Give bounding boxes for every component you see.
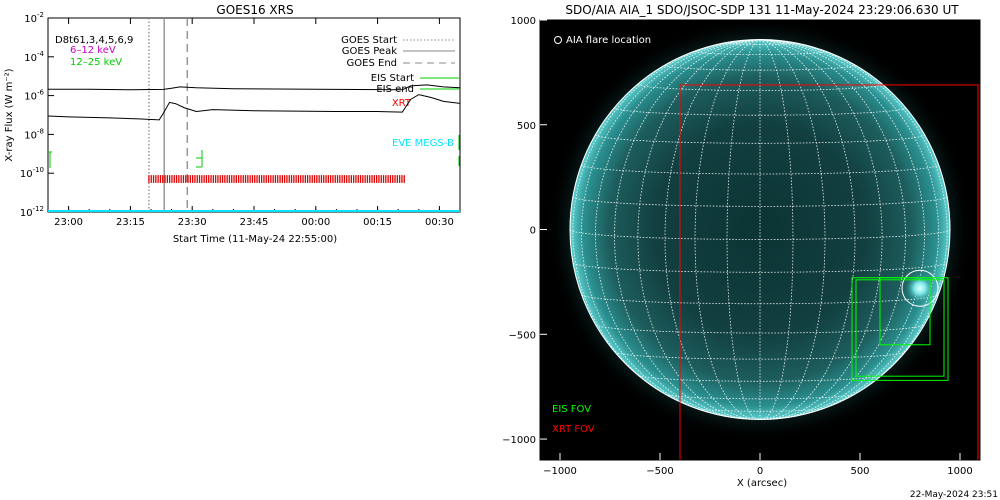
grid-line bbox=[759, 39, 826, 420]
goes-x-tick-label: 23:45 bbox=[240, 217, 269, 228]
aia-image-chart: SDO/AIA AIA_1 SDO/JSOC-SDP 131 11-May-20… bbox=[502, 3, 998, 500]
goes-y-tick-label: 10-6 bbox=[24, 89, 44, 103]
grid-line bbox=[726, 39, 761, 420]
grid-line bbox=[759, 39, 856, 420]
goes-legend: GOES Start GOES Peak GOES End EIS Start … bbox=[341, 35, 459, 149]
grid-line bbox=[637, 84, 883, 91]
grid-line bbox=[664, 39, 761, 420]
sun-limb bbox=[569, 39, 951, 421]
aia-date-stamp: 22-May-2024 23:51 bbox=[910, 490, 998, 500]
goes-x-tick-label: 00:00 bbox=[301, 217, 330, 228]
eis-fov-box bbox=[855, 279, 945, 377]
grid-line bbox=[614, 107, 906, 116]
aia-y-tick-label: 0 bbox=[530, 226, 536, 237]
flare-location-label: AIA flare location bbox=[566, 35, 651, 46]
flare-brightening bbox=[905, 273, 935, 303]
flare-location-circle bbox=[901, 269, 939, 307]
grid-line bbox=[694, 39, 761, 420]
legend-goes-peak-label: GOES Peak bbox=[342, 46, 397, 57]
goes-y-tick-label: 10-10 bbox=[20, 166, 44, 180]
goes-x-tick-label: 23:15 bbox=[116, 217, 145, 228]
grid-line bbox=[595, 134, 925, 144]
grid-line bbox=[569, 229, 951, 240]
aia-y-tick-label: −1000 bbox=[502, 435, 536, 446]
eis-fov-boxes bbox=[851, 277, 949, 381]
aia-xlabel: X (arcsec) bbox=[737, 478, 787, 489]
goes-x-tick-label: 23:00 bbox=[54, 217, 83, 228]
eis-left-tick bbox=[48, 151, 52, 168]
grid-line bbox=[695, 408, 825, 412]
grid-line bbox=[637, 39, 761, 420]
goes-series-group bbox=[47, 84, 461, 121]
grid-line bbox=[665, 394, 855, 400]
grid-line bbox=[759, 39, 939, 418]
goes-y-tick-label: 10-12 bbox=[20, 205, 44, 219]
xrt-fov-label: XRT FOV bbox=[552, 424, 595, 435]
aia-axis-ticks: −1000 −500 0 500 1000 −1000 −500 0 500 1000 bbox=[502, 16, 973, 477]
grid-line bbox=[759, 39, 925, 420]
goes-series-2 bbox=[47, 94, 461, 121]
grid-line bbox=[572, 262, 948, 273]
aia-title: SDO/AIA AIA_1 SDO/JSOC-SDP 131 11-May-20… bbox=[565, 3, 959, 17]
legend-xrt-label: XRT bbox=[392, 98, 412, 109]
goes-xlabel: Start Time (11-May-24 22:55:00) bbox=[173, 234, 337, 245]
goes-eis-ticks bbox=[48, 135, 460, 168]
goes-x-tick-label: 23:30 bbox=[178, 217, 207, 228]
goes-title: GOES16 XRS bbox=[216, 3, 293, 17]
goes-x-tick-label: 00:15 bbox=[363, 217, 392, 228]
goes-band-high-label: 12–25 keV bbox=[70, 57, 122, 68]
grid-line bbox=[759, 39, 883, 420]
grid-line bbox=[759, 39, 794, 420]
legend-eis-start-label: EIS Start bbox=[371, 73, 414, 84]
aia-x-tick-label: 1000 bbox=[947, 466, 972, 477]
aia-x-tick-label: −1000 bbox=[543, 466, 577, 477]
aia-y-tick-label: 1000 bbox=[511, 16, 536, 27]
legend-eve-label: EVE MEGS-B bbox=[392, 138, 454, 149]
goes-xrs-chart: GOES16 XRS X-ray Flux (W m⁻²) Start Time… bbox=[4, 3, 461, 245]
aia-x-tick-label: 0 bbox=[757, 466, 763, 477]
goes-series-1 bbox=[48, 84, 461, 91]
aia-x-tick-label: −500 bbox=[646, 466, 673, 477]
grid-line bbox=[572, 39, 761, 411]
goes-y-tick-label: 10-4 bbox=[24, 50, 44, 64]
grid-line bbox=[759, 39, 948, 411]
legend-goes-start-label: GOES Start bbox=[341, 35, 397, 46]
grid-line bbox=[595, 324, 925, 334]
goes-channels-label: D8t61,3,4,5,6,9 bbox=[55, 35, 133, 46]
goes-xrt-exposures bbox=[148, 175, 405, 183]
goes-x-tick-label: 00:30 bbox=[425, 217, 454, 228]
goes-y-tick-label: 10-2 bbox=[24, 11, 44, 25]
grid-line bbox=[595, 39, 761, 420]
goes-band-low-label: 6–12 keV bbox=[70, 45, 116, 56]
aia-y-tick-label: −500 bbox=[509, 330, 536, 341]
aia-x-tick-label: 500 bbox=[850, 466, 869, 477]
goes-y-tick-label: 10-8 bbox=[24, 127, 44, 141]
flare-location-legend-icon bbox=[554, 36, 562, 44]
eis-fov-box bbox=[879, 277, 931, 346]
grid-line bbox=[638, 375, 882, 382]
grid-line bbox=[614, 351, 906, 360]
grid-line bbox=[581, 39, 761, 418]
eis-fov-label: EIS FOV bbox=[552, 404, 591, 415]
goes-ylabel: X-ray Flux (W m⁻²) bbox=[4, 68, 15, 161]
aia-y-tick-label: 500 bbox=[517, 121, 536, 132]
legend-goes-end-label: GOES End bbox=[347, 58, 397, 69]
eis-mid-tick bbox=[196, 150, 203, 168]
grid-line bbox=[581, 164, 939, 175]
